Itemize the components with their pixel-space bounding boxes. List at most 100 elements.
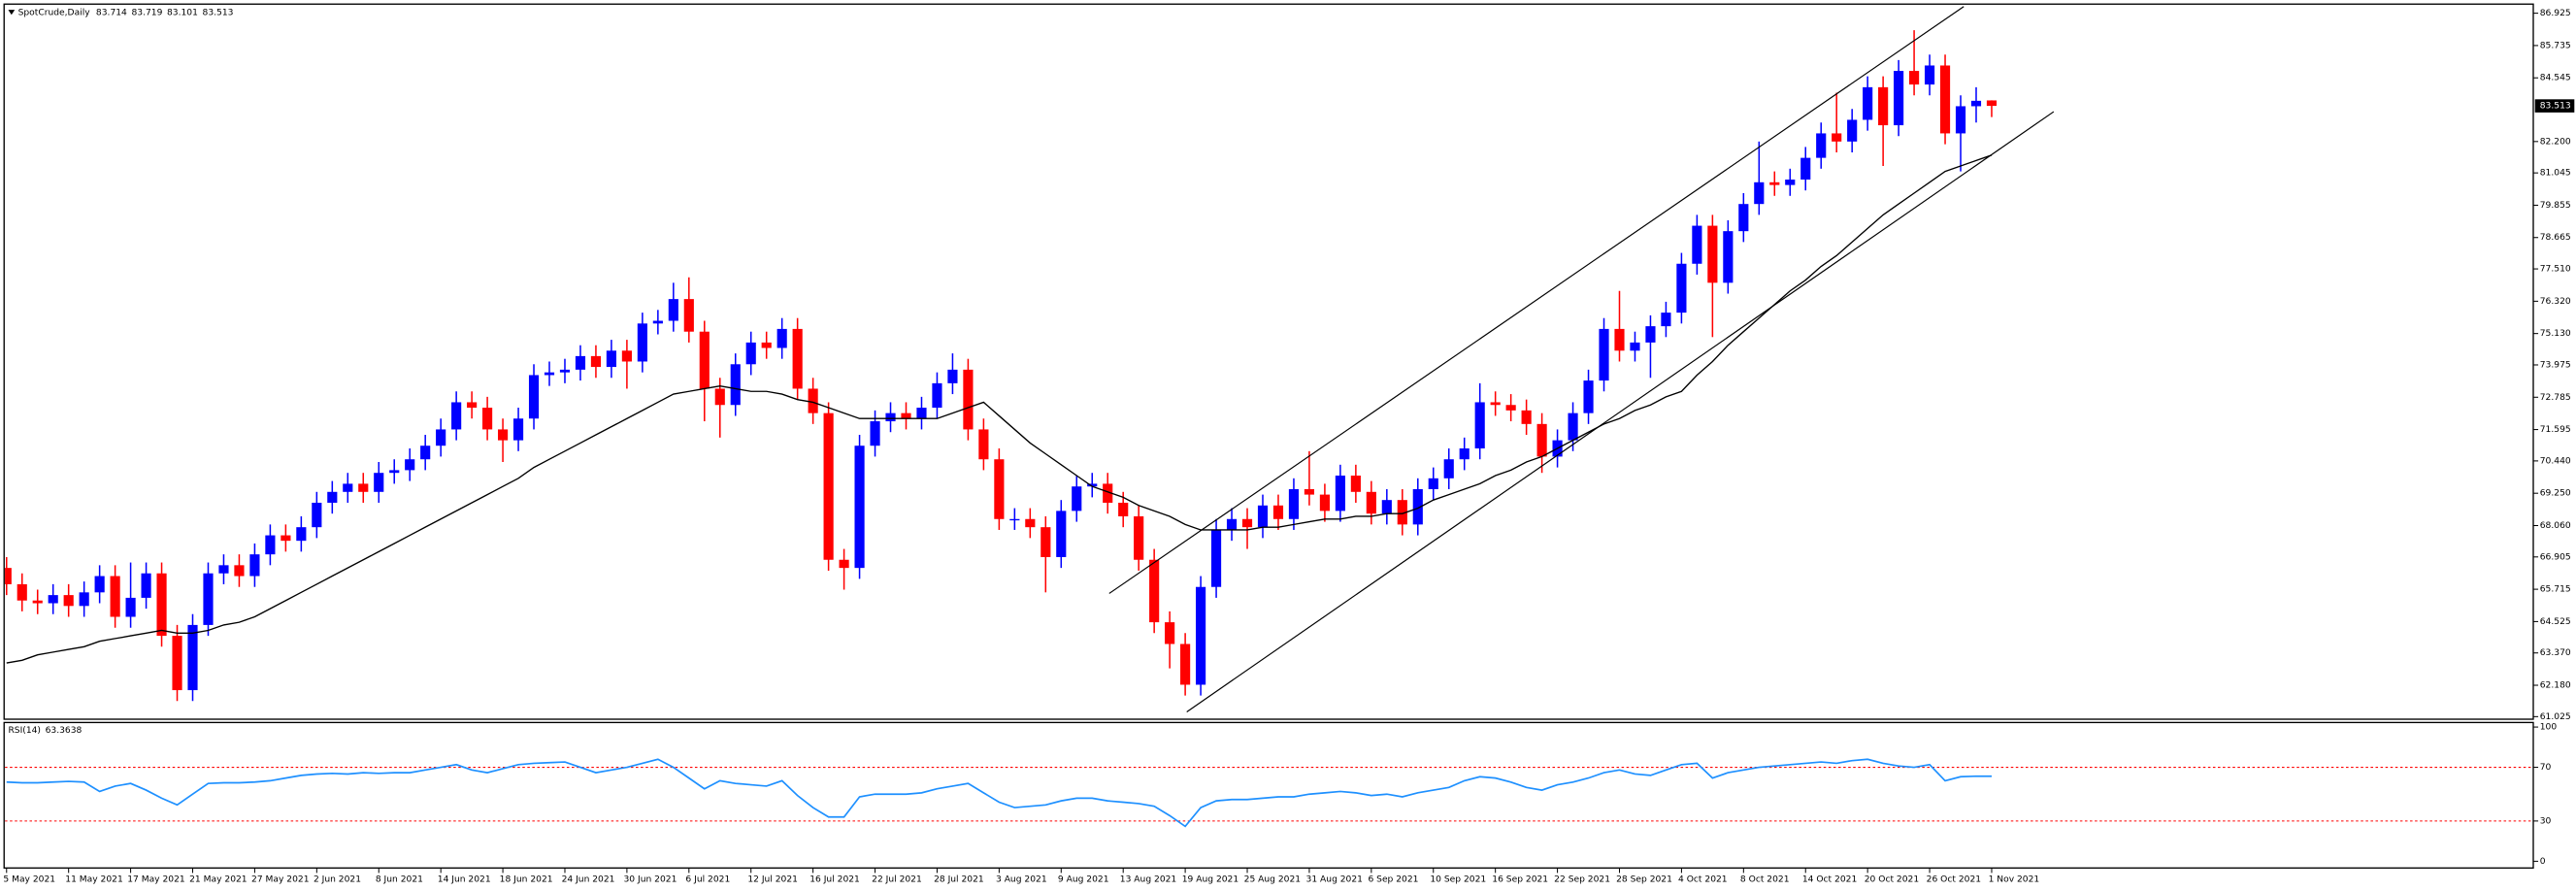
candle-body <box>1614 328 1625 351</box>
candle-body <box>1257 505 1269 528</box>
candle-body <box>932 382 942 409</box>
candle-body <box>1754 182 1765 205</box>
y-tick-label: 61.025 <box>2540 712 2571 722</box>
candle-body <box>482 408 493 430</box>
candle-body <box>265 535 276 555</box>
rsi-name: RSI(14) <box>8 726 41 736</box>
candle-body <box>1009 518 1020 521</box>
x-tick-label: 19 Aug 2021 <box>1182 875 1238 885</box>
candle-body <box>1397 500 1407 525</box>
x-tick-label: 21 May 2021 <box>189 875 247 885</box>
rsi-tick-label: 30 <box>2540 816 2552 826</box>
candle-body <box>1738 204 1749 232</box>
candle-body <box>234 565 245 577</box>
x-tick-label: 16 Jul 2021 <box>809 875 860 885</box>
x-tick-label: 14 Jun 2021 <box>438 875 491 885</box>
candle-body <box>1210 529 1222 587</box>
candle-body <box>637 323 647 362</box>
candle-body <box>761 342 772 348</box>
x-tick-label: 10 Sep 2021 <box>1430 875 1486 885</box>
candle-body <box>776 328 787 348</box>
x-tick-label: 6 Jul 2021 <box>685 875 730 885</box>
candle-body <box>1350 476 1361 492</box>
candle-body <box>839 559 849 569</box>
candle-body <box>79 592 89 607</box>
chart-header: SpotCrude,Daily 83.714 83.719 83.101 83.… <box>18 8 234 17</box>
candle-body <box>389 470 400 474</box>
y-tick-label: 66.905 <box>2540 552 2571 562</box>
candle-body <box>327 491 338 503</box>
candle-body <box>1428 478 1438 489</box>
candle-body <box>187 624 198 691</box>
trend-line <box>1186 111 2055 712</box>
main-frame <box>3 3 2534 720</box>
rsi-frame <box>3 721 2534 869</box>
x-tick-label: 8 Jun 2021 <box>376 875 423 885</box>
price-layer <box>5 6 2055 712</box>
axis-layer: 86.925 85.735 84.545 82.200 81.045 79.855 78.6… <box>3 9 2575 885</box>
candle-body <box>374 473 384 492</box>
candle-body <box>699 331 710 389</box>
candle-body <box>1630 342 1640 351</box>
candle-body <box>249 554 260 577</box>
last-high: 83.719 <box>131 8 162 17</box>
x-tick-label: 8 Oct 2021 <box>1740 875 1790 885</box>
y-tick-label: 63.370 <box>2540 648 2571 658</box>
menu-triangle <box>8 10 16 16</box>
x-tick-label: 28 Sep 2021 <box>1616 875 1672 885</box>
candle-body <box>63 595 74 607</box>
candle-body <box>963 369 974 430</box>
rsi-tick-label: 0 <box>2540 857 2546 867</box>
x-tick-label: 22 Jul 2021 <box>872 875 922 885</box>
candle-body <box>823 412 834 560</box>
candle-body <box>1490 402 1501 406</box>
candle-body <box>668 299 678 321</box>
y-tick-label: 65.715 <box>2540 585 2571 595</box>
candle-body <box>1443 459 1454 478</box>
candle-body <box>559 369 571 373</box>
candle-body <box>1025 518 1036 528</box>
candle-body <box>1180 644 1191 685</box>
candle-body <box>575 355 586 370</box>
candle-body <box>1986 100 1998 107</box>
x-tick-label: 25 Aug 2021 <box>1244 875 1301 885</box>
candle-body <box>1785 180 1796 185</box>
candle-body <box>1894 71 1904 126</box>
candle-body <box>5 568 12 584</box>
candle-body <box>467 402 478 409</box>
candle-body <box>1955 106 1966 134</box>
candle-body <box>1474 402 1485 449</box>
y-tick-label: 75.130 <box>2540 329 2571 339</box>
candle-body <box>1272 505 1284 519</box>
y-tick-label: 77.510 <box>2540 265 2571 275</box>
candle-body <box>1335 476 1345 512</box>
y-tick-label: 68.060 <box>2540 521 2571 531</box>
y-tick-label: 73.975 <box>2540 360 2571 370</box>
candle-body <box>1599 328 1609 381</box>
candle-body <box>528 375 540 419</box>
candle-body <box>652 320 663 324</box>
price-marker <box>2534 99 2575 113</box>
candle-body <box>1692 225 1702 264</box>
candle-body <box>730 364 741 406</box>
y-tick-label: 72.785 <box>2540 393 2571 403</box>
y-tick-label: 76.320 <box>2540 297 2571 307</box>
candle-body <box>1103 483 1113 503</box>
candle-body <box>621 350 632 362</box>
candle-body <box>312 502 322 528</box>
candle-body <box>683 299 694 332</box>
x-tick-label: 9 Aug 2021 <box>1058 875 1109 885</box>
candle-body <box>1939 65 1951 134</box>
candle-body <box>544 372 555 376</box>
x-tick-label: 17 May 2021 <box>127 875 184 885</box>
candle-body <box>1863 86 1873 120</box>
y-tick-label: 62.180 <box>2540 681 2571 691</box>
candle-body <box>916 408 927 419</box>
candle-body <box>1459 448 1470 460</box>
candle-body <box>94 576 105 593</box>
candle-body <box>901 412 911 419</box>
candle-body <box>1196 586 1206 685</box>
